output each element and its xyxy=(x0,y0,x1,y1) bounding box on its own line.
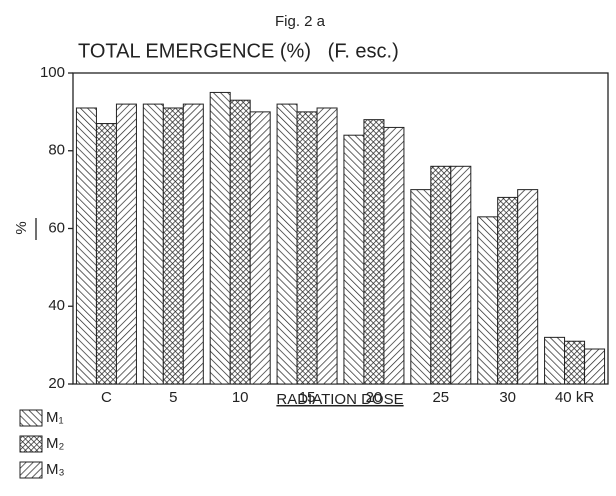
legend-label: M₃ xyxy=(46,461,65,478)
y-tick-label: 60 xyxy=(48,219,65,236)
bar xyxy=(363,119,385,385)
x-tick-label: 10 xyxy=(232,389,249,406)
legend-swatch xyxy=(19,409,43,427)
bar xyxy=(182,103,204,385)
chart-title: TOTAL EMERGENCE (%) (F. esc.) xyxy=(78,40,399,62)
bar xyxy=(517,189,539,385)
bar xyxy=(584,348,606,385)
bar xyxy=(115,103,137,385)
bar xyxy=(450,165,472,385)
bar xyxy=(229,99,251,385)
x-tick-label: 5 xyxy=(169,389,177,406)
bar xyxy=(564,340,586,385)
legend-swatch xyxy=(19,461,43,479)
x-tick-label: C xyxy=(101,389,112,406)
bar xyxy=(316,107,338,385)
x-tick-label: 20 xyxy=(366,389,383,406)
y-tick-label: 80 xyxy=(48,142,65,159)
bar xyxy=(162,107,184,385)
x-tick-label: 40 kR xyxy=(555,389,594,406)
bar xyxy=(209,91,231,385)
x-tick-label: 15 xyxy=(299,389,316,406)
bar xyxy=(296,111,318,385)
bar xyxy=(75,107,97,385)
bar xyxy=(249,111,271,385)
x-tick-label: 30 xyxy=(499,389,516,406)
legend-label: M₁ xyxy=(46,409,64,426)
bar xyxy=(276,103,298,385)
bar xyxy=(477,216,499,385)
x-tick-label: 25 xyxy=(432,389,449,406)
x-axis-label: RADIATION DOSE xyxy=(276,391,403,408)
legend-swatch xyxy=(19,435,43,453)
bar xyxy=(95,123,117,385)
bar xyxy=(410,189,432,385)
bar xyxy=(383,126,405,385)
bar xyxy=(430,165,452,385)
figure-label: Fig. 2 a xyxy=(275,13,326,30)
bar xyxy=(343,134,365,385)
bar xyxy=(142,103,164,385)
y-tick-label: 40 xyxy=(48,297,65,314)
y-tick-label: 20 xyxy=(48,375,65,392)
legend-label: M₂ xyxy=(46,435,64,452)
bar xyxy=(544,336,566,385)
bar xyxy=(497,196,519,385)
y-axis-label: % xyxy=(13,221,30,234)
y-tick-label: 100 xyxy=(40,64,65,81)
